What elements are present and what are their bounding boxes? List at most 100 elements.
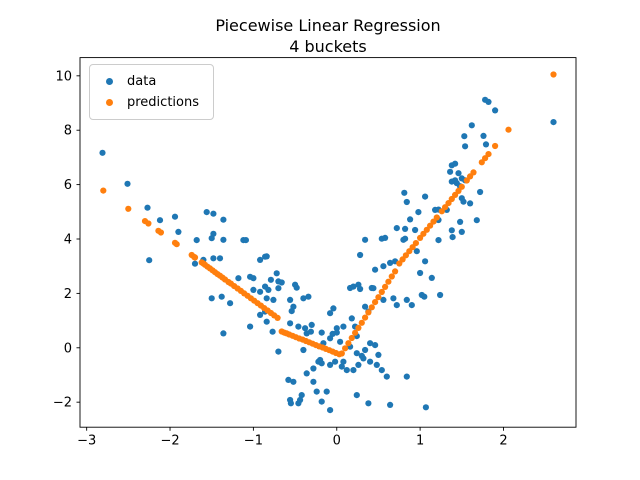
- x-tick-label: 1: [416, 434, 424, 449]
- data-point: [477, 188, 484, 196]
- data-point: [250, 275, 257, 282]
- data-point: [403, 373, 410, 380]
- y-tick-label: −2: [53, 396, 72, 411]
- data-point: [373, 361, 380, 368]
- data-point: [340, 323, 347, 330]
- data-point: [171, 213, 179, 220]
- data-point: [408, 302, 415, 309]
- data-point: [367, 358, 374, 365]
- data-point: [203, 209, 210, 216]
- prediction-point: [355, 324, 362, 331]
- data-point: [216, 255, 224, 262]
- data-point: [422, 258, 429, 265]
- data-point: [492, 107, 499, 114]
- data-point: [302, 325, 309, 332]
- data-point: [210, 210, 217, 217]
- data-point: [482, 141, 490, 148]
- prediction-point: [100, 187, 107, 194]
- prediction-point: [412, 240, 419, 247]
- data-point: [338, 363, 345, 370]
- data-point: [210, 255, 217, 262]
- data-point: [357, 285, 364, 293]
- data-point: [175, 228, 182, 235]
- data-point: [380, 263, 387, 270]
- data-point: [263, 318, 270, 325]
- data-point: [275, 285, 282, 292]
- data-point: [263, 295, 270, 302]
- x-tick-label: 2: [499, 434, 507, 449]
- data-point: [327, 310, 334, 317]
- y-tick-label: 8: [64, 124, 72, 139]
- data-point: [318, 329, 325, 336]
- data-point: [457, 218, 464, 225]
- prediction-point: [358, 319, 365, 326]
- data-point: [550, 119, 557, 126]
- y-tick-label: 0: [64, 341, 72, 356]
- data-point: [208, 295, 215, 302]
- data-marker-icon: [106, 78, 113, 85]
- data-point: [290, 378, 297, 385]
- data-point: [375, 351, 382, 358]
- data-point: [362, 346, 369, 354]
- chart-title: Piecewise Linear Regression: [215, 16, 441, 35]
- data-point: [303, 370, 310, 377]
- data-point: [300, 346, 307, 354]
- data-point: [353, 350, 360, 357]
- data-point: [124, 180, 131, 187]
- axes-frame: [79, 57, 577, 428]
- data-point: [382, 234, 389, 241]
- data-point: [350, 367, 357, 374]
- data-point: [403, 198, 410, 206]
- prediction-point: [348, 334, 355, 342]
- data-point: [350, 283, 357, 290]
- data-point: [257, 311, 264, 318]
- data-point: [435, 237, 442, 244]
- prediction-point: [470, 169, 477, 176]
- data-point: [355, 361, 362, 368]
- data-point: [387, 401, 394, 408]
- data-point: [310, 378, 317, 385]
- data-point: [473, 217, 480, 224]
- y-tick-label: 2: [64, 287, 72, 302]
- data-point: [421, 293, 428, 300]
- data-point: [365, 400, 372, 407]
- predictions-marker-icon: [106, 99, 113, 106]
- data-point: [297, 396, 304, 404]
- data-point: [285, 376, 292, 383]
- prediction-point: [372, 299, 379, 306]
- prediction-point: [375, 294, 382, 301]
- data-point: [362, 236, 369, 243]
- data-point: [287, 296, 294, 303]
- prediction-point: [505, 126, 512, 133]
- prediction-point: [368, 304, 375, 311]
- data-point: [462, 143, 469, 150]
- data-point: [468, 122, 475, 129]
- prediction-point: [362, 314, 369, 321]
- data-point: [372, 266, 379, 273]
- data-point: [310, 365, 317, 372]
- data-point: [210, 230, 217, 237]
- data-point: [257, 288, 264, 295]
- prediction-point: [365, 309, 372, 316]
- y-tick-label: 10: [55, 69, 72, 84]
- legend-item-data: data: [98, 71, 199, 92]
- data-point: [343, 367, 350, 374]
- x-tick-label: −3: [77, 434, 96, 449]
- data-point: [367, 340, 374, 347]
- data-point: [340, 358, 347, 365]
- data-point: [275, 348, 282, 355]
- data-point: [452, 160, 459, 167]
- data-point: [480, 132, 487, 139]
- prediction-point: [191, 254, 199, 261]
- data-point: [383, 373, 390, 380]
- prediction-point: [274, 314, 281, 321]
- data-point: [144, 204, 151, 211]
- data-point: [293, 284, 300, 291]
- legend: data predictions: [89, 64, 214, 120]
- data-point: [428, 274, 435, 281]
- data-point: [393, 302, 400, 309]
- data-point: [370, 285, 377, 292]
- data-point: [485, 98, 492, 105]
- data-point: [337, 338, 344, 345]
